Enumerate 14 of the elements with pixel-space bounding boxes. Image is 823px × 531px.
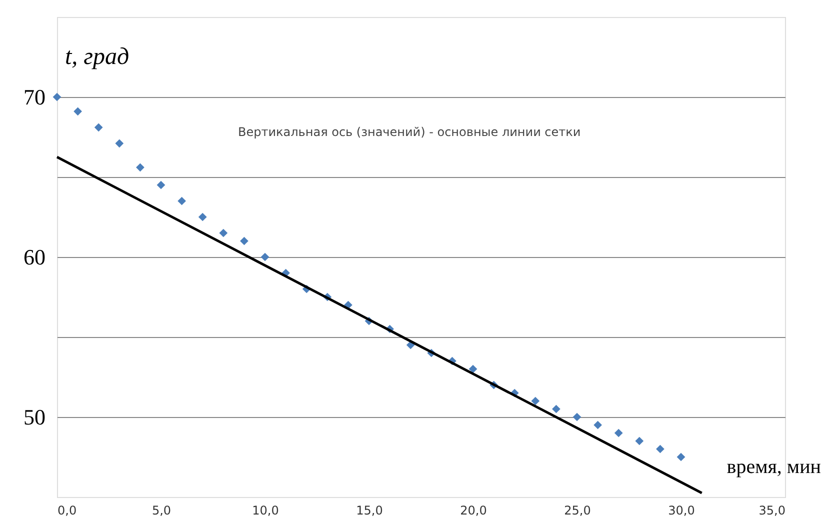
y-tick-label: 60 [24, 244, 46, 270]
x-tick-label: 20,0 [460, 504, 487, 518]
y-tick-label: 70 [24, 84, 46, 110]
y-axis-title: t, град [65, 44, 130, 70]
y-tick-label: 50 [24, 404, 46, 430]
x-tick-label: 5,0 [152, 504, 172, 518]
x-tick-label: 25,0 [564, 504, 591, 518]
annotation: Вертикальная ось (значений) - основные линии сетки [238, 125, 581, 139]
x-axis-title: время, мин [726, 456, 822, 478]
x-tick-label: 10,0 [252, 504, 279, 518]
x-tick-label: 30,0 [668, 504, 695, 518]
x-tick-label: 15,0 [356, 504, 383, 518]
x-tick-label: 0,0 [58, 504, 77, 518]
x-tick-label: 35,0 [758, 504, 786, 518]
